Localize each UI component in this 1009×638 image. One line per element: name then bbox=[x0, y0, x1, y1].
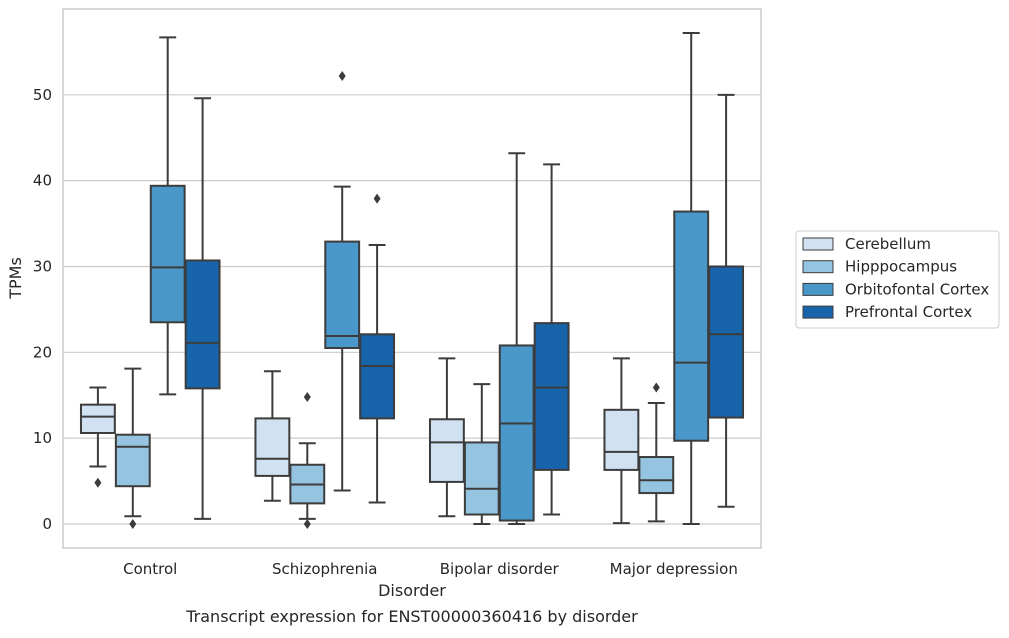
legend: Cerebellum Hipppocampus Orbitofontal Corte… bbox=[795, 230, 1000, 329]
box-body bbox=[359, 333, 396, 420]
outlier-point bbox=[338, 70, 346, 81]
legend-label: Cerebellum bbox=[845, 235, 931, 253]
legend-label: Prefrontal Cortex bbox=[845, 303, 972, 321]
chart-caption: Transcript expression for ENST0000036041… bbox=[185, 607, 638, 626]
legend-label: Orbitofontal Cortex bbox=[845, 280, 989, 298]
box-prefrontal-cortex-major-depression bbox=[708, 93, 745, 508]
outlier-point bbox=[373, 193, 381, 204]
box-cerebellum-schizophrenia bbox=[254, 370, 291, 502]
box-body bbox=[498, 344, 535, 522]
box-cerebellum-major-depression bbox=[603, 357, 640, 525]
y-tick-label: 0 bbox=[42, 515, 52, 533]
y-tick-label: 40 bbox=[33, 172, 52, 190]
legend-swatch bbox=[802, 237, 834, 251]
box-body bbox=[603, 408, 640, 471]
legend-swatch bbox=[802, 260, 834, 274]
box-body bbox=[149, 184, 186, 324]
legend-label: Hipppocampus bbox=[845, 258, 957, 276]
box-body bbox=[708, 265, 745, 419]
outlier-point bbox=[94, 477, 102, 488]
legend-swatch bbox=[802, 305, 834, 319]
outlier-point bbox=[129, 518, 137, 529]
y-tick-labels: 0 10 20 30 40 50 bbox=[33, 86, 52, 533]
box-prefrontal-cortex-control bbox=[184, 97, 221, 520]
box-cerebellum-bipolar-disorder bbox=[428, 357, 465, 518]
box-body bbox=[184, 259, 221, 390]
box-body bbox=[254, 417, 291, 477]
x-tick-label: Control bbox=[123, 560, 177, 578]
outlier-point bbox=[303, 391, 311, 402]
box-body bbox=[533, 322, 570, 471]
box-body bbox=[673, 210, 710, 442]
box-body bbox=[79, 403, 116, 434]
box-orbitofontal-cortex-bipolar-disorder bbox=[498, 152, 535, 525]
box-orbitofontal-cortex-major-depression bbox=[673, 32, 710, 525]
box-body bbox=[638, 456, 675, 495]
box-plots bbox=[79, 32, 745, 529]
legend-swatch bbox=[802, 282, 834, 296]
x-tick-labels: Control Schizophrenia Bipolar disorder Majo… bbox=[123, 560, 738, 578]
y-axis-title: TPMs bbox=[6, 257, 25, 300]
box-body bbox=[324, 240, 361, 350]
x-tick-label: Major depression bbox=[610, 560, 738, 578]
box-cerebellum-control bbox=[79, 386, 116, 488]
x-tick-label: Schizophrenia bbox=[272, 560, 377, 578]
x-tick-label: Bipolar disorder bbox=[440, 560, 560, 578]
box-prefrontal-cortex-bipolar-disorder bbox=[533, 163, 570, 516]
plot-frame bbox=[62, 8, 762, 549]
outlier-point bbox=[652, 382, 660, 393]
legend-frame bbox=[795, 230, 1000, 329]
box-body bbox=[428, 418, 465, 483]
box-orbitofontal-cortex-control bbox=[149, 36, 186, 396]
y-tick-label: 20 bbox=[33, 343, 52, 361]
box-prefrontal-cortex-schizophrenia bbox=[359, 193, 396, 504]
y-tick-label: 30 bbox=[33, 257, 52, 275]
box-hipppocampus-control bbox=[114, 367, 151, 529]
box-body bbox=[114, 433, 151, 488]
y-tick-label: 50 bbox=[33, 86, 52, 104]
box-body bbox=[463, 441, 500, 516]
y-tick-label: 10 bbox=[33, 429, 52, 447]
box-orbitofontal-cortex-schizophrenia bbox=[324, 70, 361, 492]
box-hipppocampus-bipolar-disorder bbox=[463, 383, 500, 525]
x-axis-title: Disorder bbox=[378, 581, 446, 600]
outlier-point bbox=[303, 518, 311, 529]
box-hipppocampus-major-depression bbox=[638, 382, 675, 523]
box-hipppocampus-schizophrenia bbox=[289, 391, 326, 529]
